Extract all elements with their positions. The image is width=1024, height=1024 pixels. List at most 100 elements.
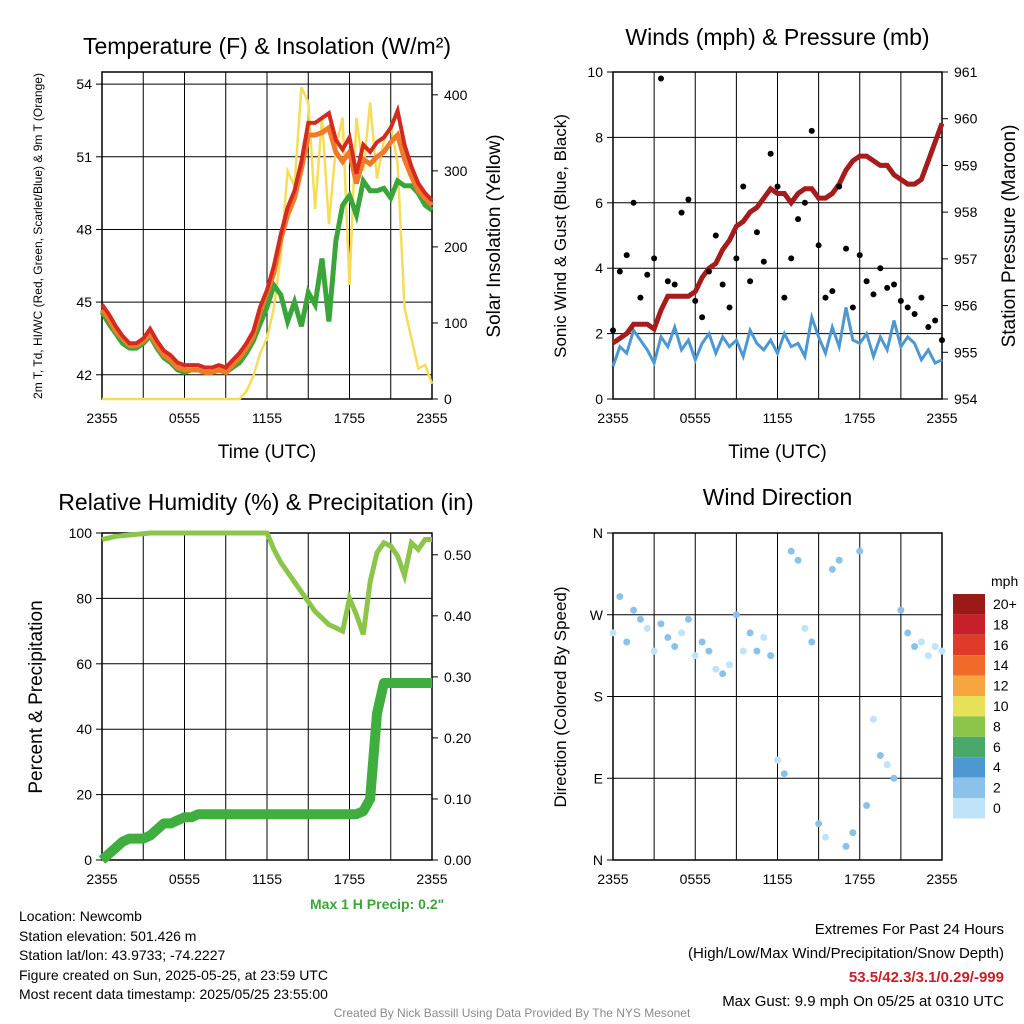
legend-label: 16 [993,637,1009,653]
x-tick-label: 2355 [597,410,628,426]
gust-point [897,297,904,304]
legend-label: 8 [993,718,1001,734]
x-tick-label: 2355 [86,410,117,426]
gust-point [747,278,754,285]
series-precipitation [98,678,432,864]
gust-point [925,324,932,331]
direction-point [623,638,631,646]
gust-point [788,255,795,262]
direction-point [630,606,638,614]
y-axis-label: Direction (Colored By Speed) [551,586,570,807]
direction-point [863,802,871,809]
direction-point [801,624,809,632]
y-right-tick-label: 100 [444,315,468,331]
plot-frame [101,71,433,400]
series-sonic-wind [611,307,943,368]
legend-swatch [953,696,985,717]
gust-point [815,242,822,249]
x-tick-label: 2355 [416,871,447,887]
plot-frame [612,532,943,861]
direction-point [678,629,686,637]
gust-point [610,327,616,334]
y-tick-label: 100 [69,525,93,541]
direction-point [876,752,884,760]
plot-frame [612,71,943,400]
panel-3: 2355 0555 1155 1755 2355 0 20 40 60 80 100 0.00 0.10… [26,489,474,887]
gust-point [801,199,808,206]
direction-point [650,647,658,655]
y-right-tick-label: 960 [954,111,978,127]
station-info: Location: Newcomb Station elevation: 501… [19,907,328,1005]
direction-point [897,606,905,614]
y-tick-label: 20 [76,787,92,803]
direction-point [616,593,624,601]
series-2m-temperature [100,103,434,370]
y-tick-label: 6 [595,195,603,211]
series-station-pressure [611,122,945,345]
gust-point [719,281,726,288]
latlon-text: Station lat/lon: 43.9733; -74.2227 [19,947,226,963]
gust-point [760,258,767,265]
y-right-tick-label: 955 [954,344,978,360]
gust-point [884,284,891,291]
chart-title: Temperature (F) & Insolation (W/m²) [83,33,451,59]
direction-point [719,670,727,678]
legend-swatch [953,736,985,758]
x-tick-label: 2355 [597,871,628,887]
direction-point [753,647,761,655]
x-tick-label: 2355 [86,871,117,887]
y-tick-label: 80 [76,590,92,606]
legend-swatch [953,798,985,819]
direction-point [938,647,946,655]
chart-title: Winds (mph) & Pressure (mb) [625,24,929,50]
x-axis-label: Time (UTC) [728,442,827,463]
y-right-tick-label: 0.20 [444,730,471,746]
direction-point [746,629,754,637]
direction-point [904,629,912,637]
gust-point [657,75,664,82]
y-right-tick-label: 0 [444,391,452,407]
x-tick-label: 1755 [844,410,875,426]
direction-point [808,638,816,646]
gust-point [699,314,706,321]
panel-2: 2355 0555 1155 1755 2355 0 2 4 6 8 10 954 955 956 957 9… [551,24,1020,463]
y-right-tick-label: 0.40 [444,608,471,624]
direction-point [787,547,795,555]
gust-point [932,317,939,324]
legend-label: 4 [993,759,1001,775]
gust-point [753,229,760,236]
x-tick-label: 0555 [169,871,200,887]
gust-point [712,232,719,239]
created-text: Figure created on Sun, 2025-05-25, at 23… [19,966,328,983]
y-right-tick-label: 0.10 [444,791,471,807]
gust-point [829,288,836,295]
y-tick-label: 42 [76,367,92,383]
legend-swatch [953,594,985,615]
y-tick-label: 51 [76,149,92,165]
direction-point [760,633,768,641]
direction-point [691,652,699,660]
gust-point [651,255,658,262]
direction-point [842,842,850,850]
y-tick-label: 4 [595,260,603,276]
x-tick-label: 0555 [680,871,711,887]
direction-point [869,715,877,723]
max-precip-annotation: Max 1 H Precip: 0.2" [310,896,445,912]
legend-swatch [953,716,985,737]
y-right-axis-label: Station Pressure (Maroon) [999,125,1020,348]
y-tick-label: 10 [587,64,603,80]
extremes-title: Extremes For Past 24 Hours [814,921,1004,938]
elevation-text: Station elevation: 501.426 m [19,927,197,944]
legend-label: 18 [993,616,1009,632]
panel-1: 2355 0555 1155 1755 2355 42 45 48 51 54 0 100 200 300… [31,33,505,463]
gust-point [781,294,788,301]
direction-point [794,556,802,564]
x-tick-label: 2355 [926,410,957,426]
gust-point [630,199,637,206]
direction-point [924,652,932,660]
y-tick-label: W [590,607,604,623]
x-axis-label: Time (UTC) [218,442,317,463]
y-tick-label: N [593,852,603,868]
direction-point [828,565,836,573]
y-right-tick-label: 300 [444,163,468,179]
